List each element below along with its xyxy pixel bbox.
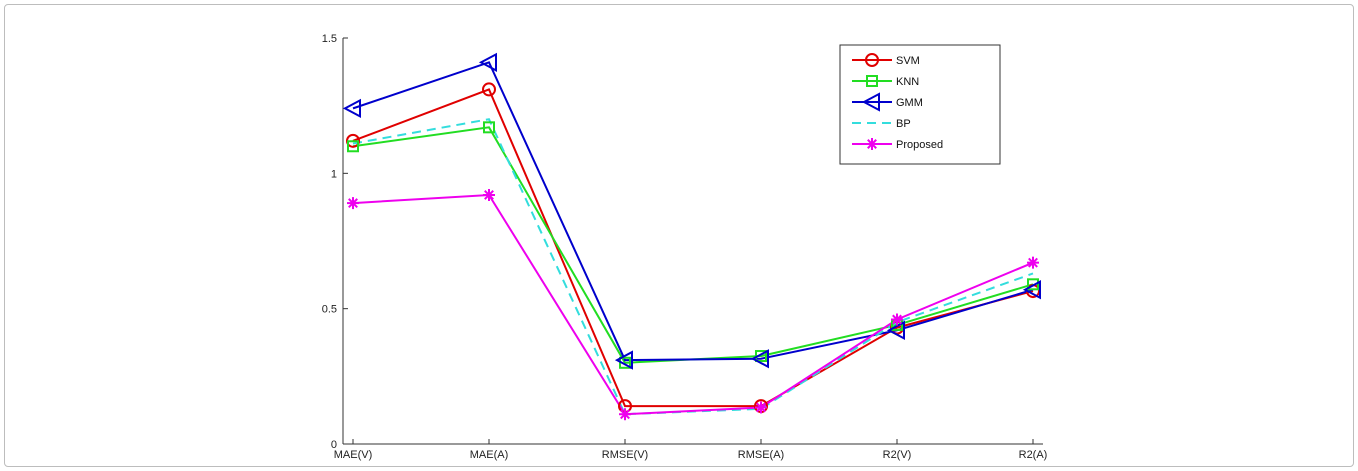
x-tick-label: MAE(V) [334, 449, 373, 461]
legend-marker-knn [866, 75, 878, 87]
y-tick-label: 1 [331, 168, 337, 180]
y-tick-label: 1.5 [322, 33, 337, 45]
axes: 0 0.5 1 1.5 MAE(V) MAE(A) RMSE(V) RMSE(A) R2(V) R… [322, 33, 1048, 461]
legend-label-knn: KNN [896, 76, 919, 88]
legend-marker-gmm [861, 92, 880, 112]
x-tick-label: R2(V) [883, 449, 912, 461]
y-tick-label: 0.5 [322, 304, 337, 316]
asterisk-stroke [892, 314, 902, 325]
x-tick-label: RMSE(V) [602, 449, 648, 461]
asterisk-stroke [348, 198, 358, 209]
legend-label-bp: BP [896, 118, 911, 130]
figure-frame [4, 4, 1354, 467]
asterisk-stroke [1028, 257, 1038, 268]
legend-label-gmm: GMM [896, 97, 923, 109]
series-line-svm [352, 88, 1034, 408]
data-point-proposed [891, 313, 903, 326]
data-point-gmm [1022, 280, 1041, 300]
data-point-proposed [619, 408, 631, 421]
y-tick-label: 0 [331, 439, 337, 451]
asterisk-stroke [756, 402, 766, 413]
data-point-gmm [886, 320, 905, 340]
series-line-proposed [352, 193, 1034, 416]
data-point-proposed [755, 401, 767, 414]
data-point-proposed [347, 197, 359, 210]
data-point-proposed [1027, 256, 1039, 269]
data-point-gmm [478, 52, 497, 73]
series-line-gmm [352, 61, 1034, 362]
x-tick-label: MAE(A) [470, 449, 509, 461]
data-point-gmm [342, 98, 361, 119]
asterisk-stroke [484, 190, 494, 200]
x-tick-label: RMSE(A) [738, 449, 784, 461]
legend: SVM KNN GMM BP Proposed [839, 44, 1001, 165]
x-tick-label: R2(A) [1019, 449, 1048, 461]
legend-marker-proposed [866, 138, 878, 150]
asterisk-stroke [620, 409, 630, 420]
asterisk-stroke [867, 139, 877, 149]
data-point-knn [1027, 278, 1039, 291]
legend-label-svm: SVM [896, 55, 920, 67]
data-point-knn [483, 121, 495, 134]
series-lines [352, 61, 1034, 416]
series-markers [342, 52, 1041, 421]
data-point-gmm [614, 350, 633, 370]
legend-marker-svm [865, 53, 879, 67]
legend-label-proposed: Proposed [896, 139, 943, 151]
data-point-knn [347, 140, 359, 153]
data-point-svm [482, 82, 496, 97]
data-point-proposed [483, 188, 495, 201]
data-point-gmm [750, 349, 769, 369]
